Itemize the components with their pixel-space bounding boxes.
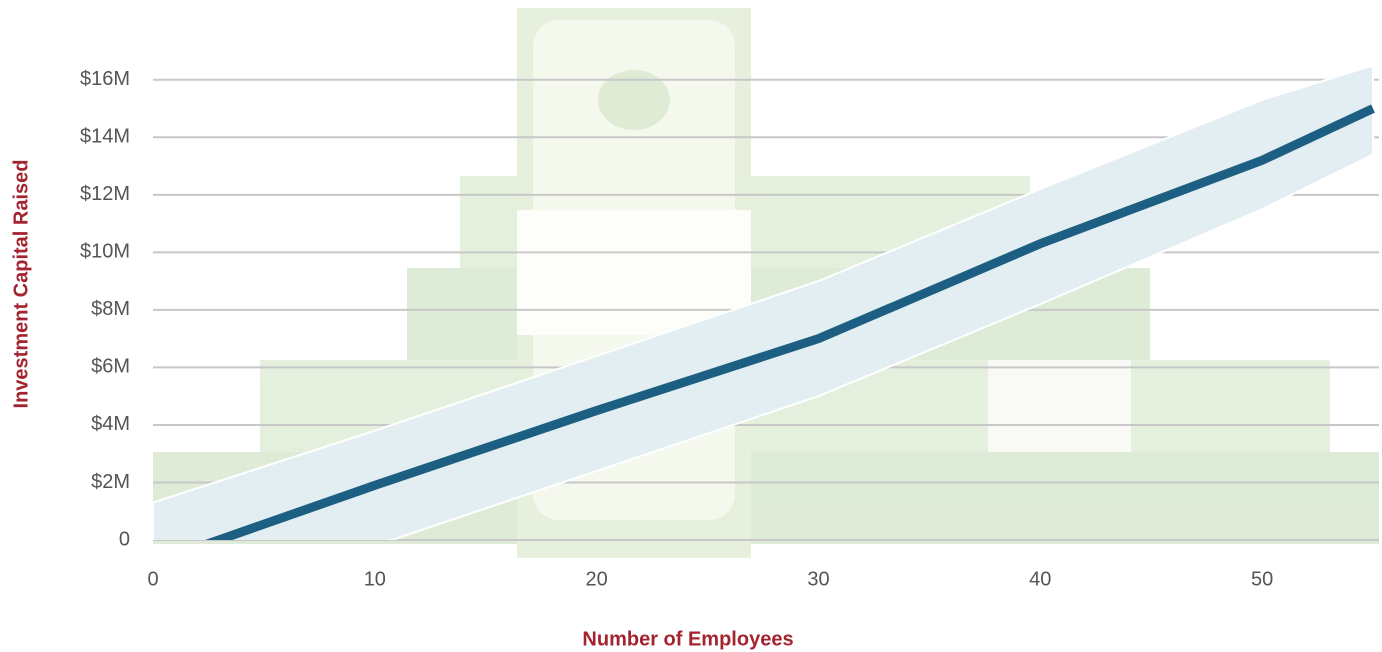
y-tick-label: $14M	[80, 126, 130, 148]
y-tick-label: $2M	[91, 471, 130, 493]
money-background	[153, 8, 1379, 558]
y-tick-label: 0	[119, 528, 130, 550]
x-tick-label: 0	[147, 568, 158, 590]
y-tick-label: $8M	[91, 298, 130, 320]
y-tick-label: $16M	[80, 68, 130, 90]
trend-line	[205, 104, 1375, 540]
x-tick-label: 20	[586, 568, 608, 590]
x-tick-label: 50	[1251, 568, 1273, 590]
y-axis-title: Investment Capital Raised	[10, 160, 32, 409]
y-tick-label: $10M	[80, 241, 130, 263]
y-tick-label: $4M	[91, 413, 130, 435]
plot-area	[153, 64, 1375, 540]
x-tick-label: 30	[807, 568, 829, 590]
y-tick-label: $12M	[80, 183, 130, 205]
confidence-band	[153, 64, 1374, 540]
x-tick-label: 40	[1029, 568, 1051, 590]
x-tick-label: 10	[364, 568, 386, 590]
x-axis-title: Number of Employees	[582, 628, 793, 650]
y-tick-label: $6M	[91, 356, 130, 378]
